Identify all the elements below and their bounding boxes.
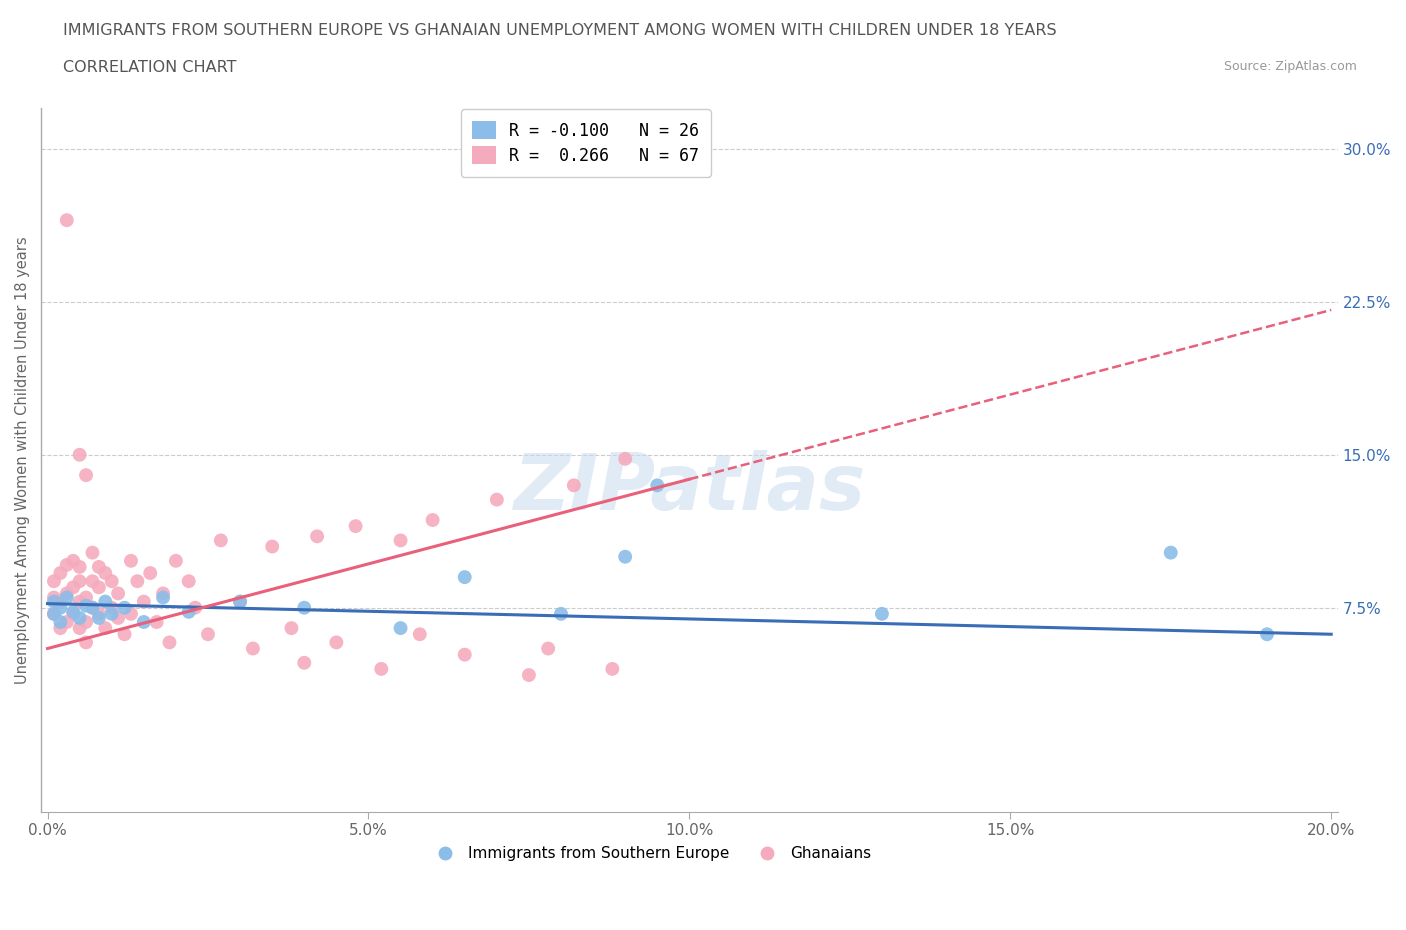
Point [114,627,136,642]
Point [94,620,117,635]
Point [197,627,219,642]
Point [177,574,200,589]
Point [100,606,122,621]
Point [292,656,315,671]
Point [242,641,264,656]
Legend: Immigrants from Southern Europe, Ghanaians: Immigrants from Southern Europe, Ghanaia… [423,840,877,868]
Point [107,610,129,625]
Point [82,545,104,560]
Point [1256,627,1278,642]
Point [75,468,97,483]
Point [49,565,72,580]
Point [562,478,585,493]
Point [145,615,167,630]
Point [94,594,117,609]
Point [645,478,668,493]
Point [550,606,572,621]
Point [100,574,122,589]
Point [49,620,72,635]
Point [307,529,329,544]
Point [42,574,65,589]
Point [184,600,207,615]
Point [69,447,91,462]
Point [55,586,77,601]
Point [82,600,104,615]
Point [42,590,65,604]
Point [454,570,477,585]
Point [62,580,84,595]
Point [132,615,155,630]
Point [87,560,110,575]
Point [42,606,65,621]
Point [107,586,129,601]
Text: CORRELATION CHART: CORRELATION CHART [63,60,236,75]
Point [177,604,200,619]
Point [42,606,65,621]
Point [69,620,91,635]
Point [389,620,412,635]
Point [292,600,315,615]
Point [49,600,72,615]
Point [614,451,637,466]
Point [132,594,155,609]
Point [152,586,174,601]
Point [69,560,91,575]
Text: IMMIGRANTS FROM SOUTHERN EUROPE VS GHANAIAN UNEMPLOYMENT AMONG WOMEN WITH CHILDR: IMMIGRANTS FROM SOUTHERN EUROPE VS GHANA… [63,23,1057,38]
Point [165,553,187,568]
Point [262,539,284,554]
Point [229,594,252,609]
Point [280,620,302,635]
Point [139,565,162,580]
Point [62,553,84,568]
Point [82,574,104,589]
Point [870,606,893,621]
Point [94,565,117,580]
Point [120,553,142,568]
Point [69,610,91,625]
Point [87,610,110,625]
Point [55,557,77,572]
Point [517,668,540,683]
Point [75,615,97,630]
Point [75,635,97,650]
Point [62,604,84,619]
Point [62,606,84,621]
Point [55,590,77,604]
Point [120,606,142,621]
Point [409,627,432,642]
Text: ZIPatlas: ZIPatlas [513,450,866,526]
Point [100,600,122,615]
Point [1160,545,1182,560]
Point [55,213,77,228]
Point [159,635,181,650]
Point [389,533,412,548]
Point [344,519,367,534]
Point [55,615,77,630]
Point [87,606,110,621]
Point [370,661,392,676]
Point [454,647,477,662]
Point [152,590,174,604]
Y-axis label: Unemployment Among Women with Children Under 18 years: Unemployment Among Women with Children U… [15,236,30,684]
Point [87,580,110,595]
Point [602,661,624,676]
Point [49,615,72,630]
Text: Source: ZipAtlas.com: Source: ZipAtlas.com [1223,60,1357,73]
Point [42,594,65,609]
Point [485,492,508,507]
Point [422,512,444,527]
Point [127,574,149,589]
Point [229,594,252,609]
Point [209,533,232,548]
Point [537,641,560,656]
Point [69,574,91,589]
Point [82,600,104,615]
Point [114,600,136,615]
Point [75,590,97,604]
Point [69,594,91,609]
Point [75,598,97,613]
Point [614,550,637,565]
Point [325,635,347,650]
Point [49,594,72,609]
